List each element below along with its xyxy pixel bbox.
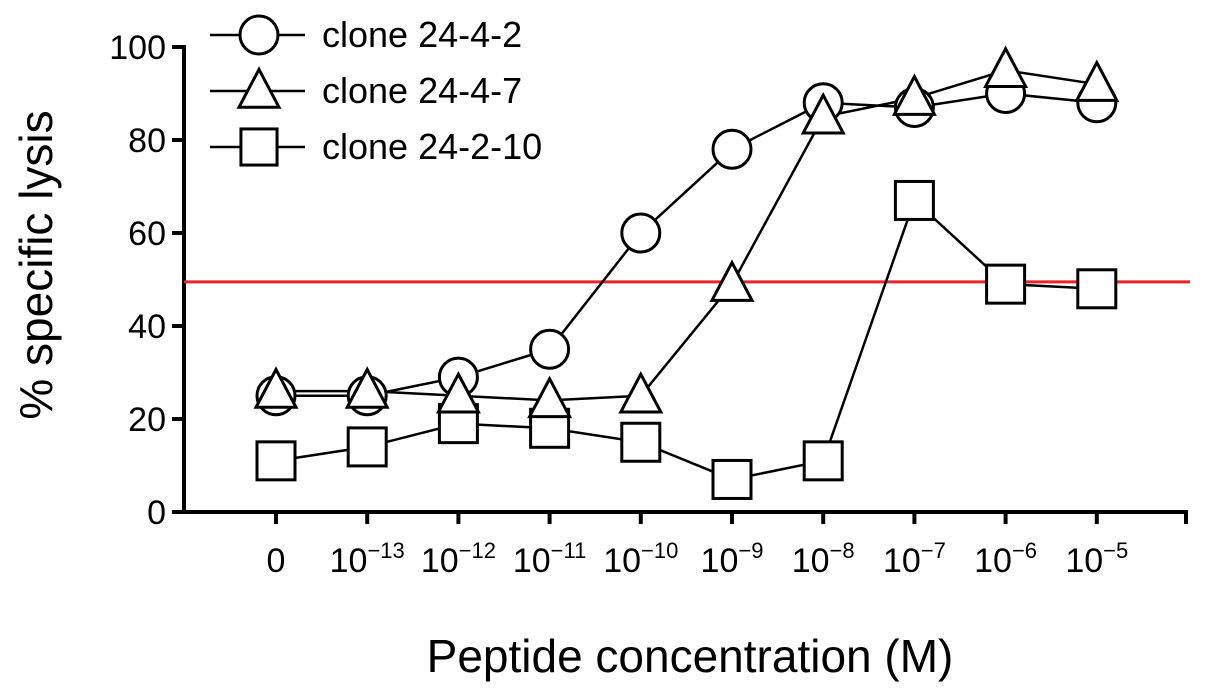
series-markers-triangle <box>253 45 1120 419</box>
triangle-marker <box>618 370 664 414</box>
x-tick-label: 10−5 <box>1065 538 1128 580</box>
triangle-marker <box>1074 59 1120 102</box>
x-tick-label: 0 <box>267 542 286 580</box>
x-tick-label: 10−13 <box>330 538 405 580</box>
square-marker <box>802 440 844 482</box>
x-tick-label: 10−9 <box>701 538 764 580</box>
square-marker <box>255 440 297 482</box>
x-axis-label: Peptide concentration (M) <box>427 630 954 682</box>
x-tick-label: 10−10 <box>603 538 678 580</box>
series-circle <box>276 92 1097 397</box>
legend-label: clone 24-2-10 <box>322 126 542 167</box>
y-tick-label: 60 <box>128 215 166 253</box>
series-group <box>253 45 1120 500</box>
y-tick-label: 40 <box>128 308 166 346</box>
y-axis-label: % specific lysis <box>10 110 62 419</box>
circle-marker <box>238 14 280 56</box>
x-tick-label: 10−12 <box>421 538 496 580</box>
x-tick-label: 10−7 <box>883 538 946 580</box>
triangle-marker <box>435 370 481 414</box>
series-line <box>276 92 1097 397</box>
series-square <box>275 198 1097 481</box>
circle-marker <box>529 328 571 370</box>
square-marker <box>985 263 1027 305</box>
triangle-marker <box>253 366 299 409</box>
legend: clone 24-4-2 clone 24-4-7 clone 24-2-10 <box>210 14 542 167</box>
series-triangle <box>276 68 1097 402</box>
x-tick-label: 10−6 <box>974 538 1037 580</box>
triangle-marker <box>983 45 1029 88</box>
y-tick-label: 100 <box>109 29 166 67</box>
triangle-marker <box>800 91 846 135</box>
square-marker <box>711 458 753 500</box>
square-marker <box>1076 268 1118 310</box>
series-line <box>276 68 1097 402</box>
triangle-marker <box>527 375 573 419</box>
square-marker <box>346 426 388 468</box>
y-tick-label: 20 <box>128 401 166 439</box>
square-marker <box>239 127 279 167</box>
square-marker <box>893 179 935 221</box>
triangle-marker <box>344 366 390 409</box>
y-tick-label: 0 <box>147 494 166 532</box>
x-tick-label: 10−11 <box>513 538 587 580</box>
triangle-marker <box>236 66 282 109</box>
circle-marker <box>620 212 662 254</box>
legend-label: clone 24-4-2 <box>322 14 522 55</box>
x-tick-label: 10−8 <box>792 538 855 580</box>
y-axis: 0 20 40 60 80 100 <box>109 29 186 532</box>
x-axis: 0 10−13 10−12 10−11 10−10 10−9 10−8 10−7 10−6 10−… <box>182 510 1188 580</box>
series-line <box>275 198 1097 481</box>
y-tick-label: 80 <box>128 122 166 160</box>
triangle-marker <box>891 73 937 116</box>
legend-label: clone 24-4-7 <box>322 70 522 111</box>
square-marker <box>620 421 662 463</box>
triangle-marker <box>709 259 755 302</box>
circle-marker <box>711 128 753 170</box>
